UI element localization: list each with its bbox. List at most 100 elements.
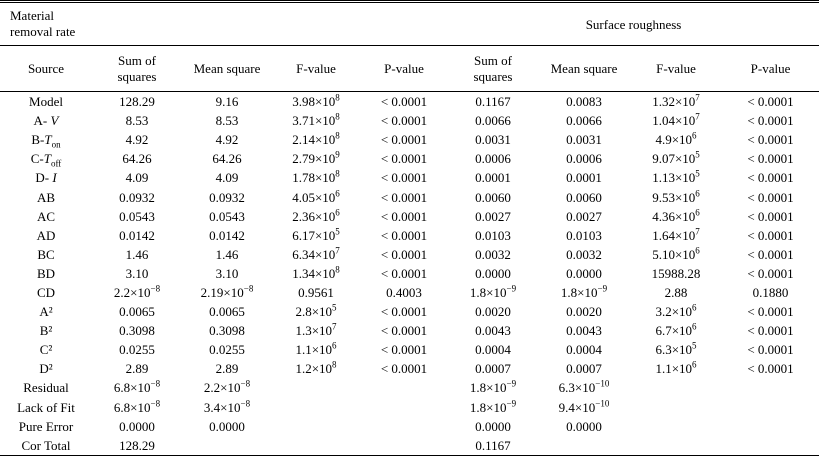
table-row: A- V 8.53 8.53 3.71×108 < 0.0001 0.0066 0.0066… <box>0 111 819 130</box>
cell-mrr-p-value: < 0.0001 <box>380 94 428 110</box>
cell-sr-sum-of-squares: 0.1167 <box>475 94 511 110</box>
cell-sr-f-value: 1.13×105 <box>652 169 700 186</box>
cell-mrr-sum-of-squares: 0.0543 <box>119 208 155 224</box>
cell-source: CD <box>36 284 56 300</box>
table-row: AC 0.0543 0.0543 2.36×106 < 0.0001 0.0027 0.00… <box>0 207 819 226</box>
cell-mrr-mean-square <box>182 436 272 456</box>
cell-mrr-mean-square: 0.0065 <box>209 304 245 320</box>
cell-sr-mean-square: 0.0007 <box>566 361 602 377</box>
cell-mrr-f-value: 1.34×108 <box>292 264 340 281</box>
cell-mrr-mean-square: 9.16 <box>215 94 239 110</box>
cell-sr-mean-square: 0.0027 <box>566 208 602 224</box>
cell-sr-mean-square: 0.0031 <box>566 132 602 148</box>
cell-mrr-p-value: < 0.0001 <box>380 265 428 281</box>
column-header-line: P-value <box>750 60 791 76</box>
table-row: A² 0.0065 0.0065 2.8×105 < 0.0001 0.0020 0.002… <box>0 302 819 321</box>
cell-sr-p-value <box>722 436 819 456</box>
cell-source: Residual <box>23 380 69 396</box>
cell-sr-f-value: 2.88 <box>664 284 688 300</box>
cell-source: A- V <box>33 113 59 129</box>
cell-mrr-f-value <box>272 398 360 417</box>
table-row: C² 0.0255 0.0255 1.1×106 < 0.0001 0.0004 0.000… <box>0 340 819 359</box>
cell-mrr-f-value: 1.2×108 <box>295 360 337 377</box>
cell-mrr-f-value: 0.9561 <box>298 284 334 300</box>
cell-mrr-mean-square: 2.89 <box>215 361 239 377</box>
table-body: Model 128.29 9.16 3.98×108 < 0.0001 0.1167 0.0… <box>0 92 819 456</box>
cell-mrr-mean-square: 8.53 <box>215 113 239 129</box>
cell-sr-sum-of-squares: 0.0001 <box>475 170 511 186</box>
column-header-line: Mean square <box>193 60 261 76</box>
cell-mrr-p-value: 0.4003 <box>386 284 422 300</box>
cell-sr-p-value: < 0.0001 <box>747 227 794 243</box>
cell-mrr-mean-square: 1.46 <box>215 246 239 262</box>
cell-mrr-p-value: < 0.0001 <box>380 189 428 205</box>
cell-sr-p-value: < 0.0001 <box>747 113 794 129</box>
cell-sr-sum-of-squares: 0.0007 <box>475 361 511 377</box>
cell-mrr-mean-square: 4.09 <box>215 170 239 186</box>
cell-sr-f-value: 1.64×107 <box>652 226 700 243</box>
column-header-line: Source <box>27 60 65 76</box>
cell-sr-mean-square: 0.0006 <box>566 151 602 167</box>
cell-sr-sum-of-squares: 1.8×10−9 <box>469 398 517 415</box>
cell-sr-p-value: 0.1880 <box>752 284 789 300</box>
cell-source: AD <box>36 227 56 243</box>
table-row: Lack of Fit 6.8×10−8 3.4×10−8 1.8×10−9 9.4×1… <box>0 398 819 417</box>
cell-mrr-f-value: 2.36×106 <box>292 207 340 224</box>
cell-mrr-sum-of-squares: 0.0255 <box>119 342 155 358</box>
cell-mrr-p-value: < 0.0001 <box>380 227 428 243</box>
cell-source: B² <box>39 323 53 339</box>
cell-sr-sum-of-squares: 0.0032 <box>475 246 511 262</box>
cell-sr-f-value: 6.3×105 <box>655 340 697 358</box>
table-row: B² 0.3098 0.3098 1.3×107 < 0.0001 0.0043 0.004… <box>0 321 819 340</box>
cell-sr-f-value <box>630 417 722 436</box>
cell-mrr-sum-of-squares: 64.26 <box>122 151 152 167</box>
cell-sr-p-value: < 0.0001 <box>747 323 794 339</box>
cell-mrr-mean-square: 0.0142 <box>209 227 245 243</box>
cell-sr-f-value: 1.32×107 <box>652 92 700 110</box>
cell-mrr-f-value: 3.71×108 <box>292 111 340 129</box>
cell-mrr-sum-of-squares: 6.8×10−8 <box>113 379 161 396</box>
cell-mrr-p-value: < 0.0001 <box>380 361 428 377</box>
cell-mrr-sum-of-squares: 0.0000 <box>119 418 155 434</box>
column-header-mrr-sum-of-squares: Sum of squares <box>92 46 182 92</box>
cell-mrr-p-value: < 0.0001 <box>380 323 428 339</box>
cell-mrr-mean-square: 0.0000 <box>209 418 245 434</box>
cell-mrr-f-value: 2.8×105 <box>295 302 337 320</box>
cell-source: BD <box>36 265 56 281</box>
column-header-line: Sum of <box>474 52 512 68</box>
column-header-source: Source <box>0 46 92 92</box>
cell-sr-mean-square <box>538 436 630 456</box>
table-row: CD 2.2×10−8 2.19×10−8 0.9561 0.4003 1.8×10−9 1… <box>0 283 819 302</box>
cell-sr-mean-square: 9.4×10−10 <box>558 398 610 415</box>
cell-source: C-Toff <box>30 151 62 169</box>
cell-source: Model <box>29 94 63 110</box>
cell-source: Pure Error <box>18 418 74 434</box>
cell-mrr-sum-of-squares: 0.0142 <box>119 227 155 243</box>
cell-sr-sum-of-squares: 0.0060 <box>475 189 511 205</box>
cell-sr-p-value: < 0.0001 <box>747 342 794 358</box>
cell-sr-sum-of-squares: 0.0066 <box>475 113 511 129</box>
cell-sr-sum-of-squares: 0.0103 <box>475 227 511 243</box>
cell-sr-f-value: 9.07×105 <box>652 150 700 167</box>
cell-mrr-sum-of-squares: 2.89 <box>125 361 149 377</box>
cell-sr-sum-of-squares: 0.0006 <box>475 151 511 167</box>
cell-mrr-p-value <box>360 378 448 397</box>
cell-sr-f-value: 5.10×106 <box>652 245 700 262</box>
cell-sr-f-value: 1.04×107 <box>652 111 700 129</box>
column-header-line: Mean square <box>550 60 618 76</box>
cell-mrr-f-value: 6.17×105 <box>292 226 340 243</box>
mrr-group-header: Material removal rate <box>0 1 92 46</box>
cell-mrr-f-value: 1.3×107 <box>295 321 337 339</box>
table-row: D² 2.89 2.89 1.2×108 < 0.0001 0.0007 0.0007 1.1… <box>0 359 819 378</box>
cell-sr-sum-of-squares: 1.8×10−9 <box>469 283 517 300</box>
cell-mrr-p-value <box>360 436 448 456</box>
cell-mrr-f-value: 2.79×109 <box>292 150 340 167</box>
cell-sr-p-value: < 0.0001 <box>747 189 794 205</box>
cell-sr-mean-square: 6.3×10−10 <box>558 379 610 396</box>
cell-sr-sum-of-squares: 0.1167 <box>475 437 511 453</box>
column-header-mrr-p-value: P-value <box>360 46 448 92</box>
cell-source: D² <box>39 361 53 377</box>
mrr-group-spacer <box>92 1 448 46</box>
column-header-sr-f-value: F-value <box>630 46 722 92</box>
cell-sr-p-value: < 0.0001 <box>747 304 794 320</box>
